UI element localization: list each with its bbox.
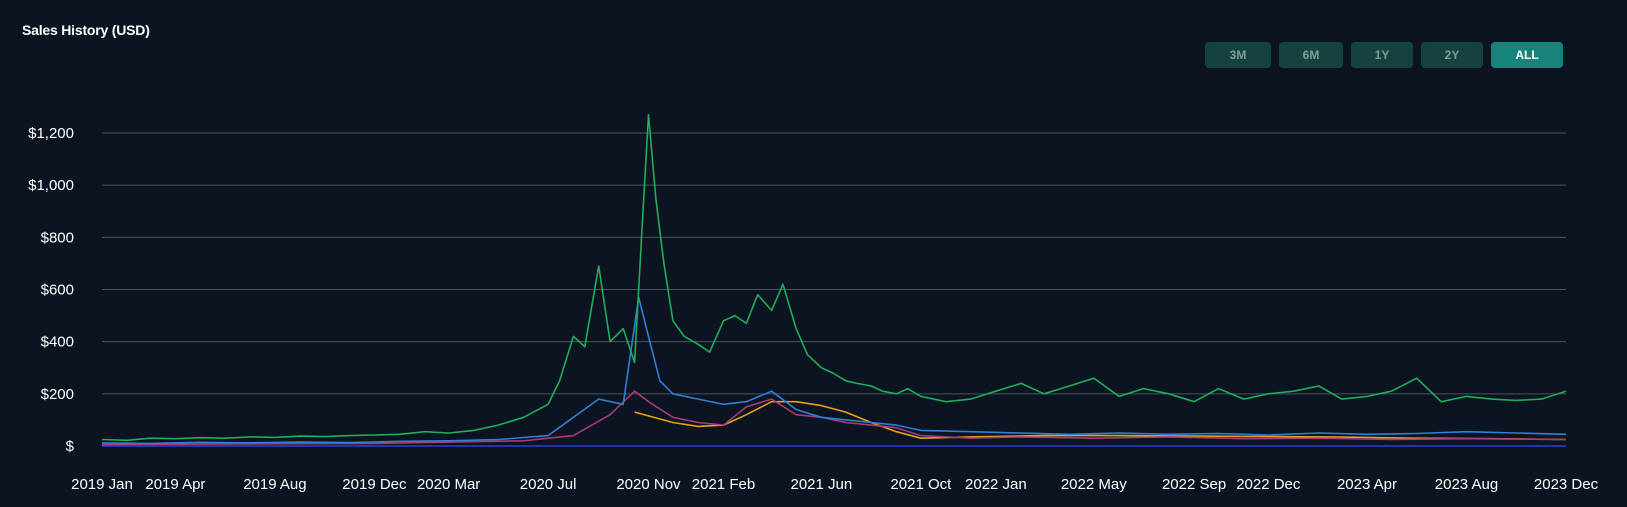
x-tick-label: 2022 Sep — [1162, 476, 1226, 493]
x-tick-label: 2021 Oct — [890, 476, 952, 493]
x-tick-label: 2023 Dec — [1534, 476, 1599, 493]
series-line-purple — [101, 390, 1567, 446]
x-tick-label: 2023 Apr — [1337, 476, 1397, 493]
x-tick-label: 2022 Dec — [1236, 476, 1301, 493]
y-tick-label: $600 — [41, 282, 74, 299]
range-3m-button[interactable]: 3M — [1205, 42, 1271, 68]
x-tick-label: 2019 Aug — [243, 476, 306, 493]
y-tick-label: $1,200 — [28, 125, 74, 142]
y-tick-label: $1,000 — [28, 177, 74, 194]
x-tick-label: 2021 Feb — [692, 476, 755, 493]
x-tick-label: 2022 Jan — [965, 476, 1027, 493]
y-tick-label: $ — [66, 438, 75, 455]
x-tick-label: 2022 May — [1061, 476, 1127, 493]
range-6m-button[interactable]: 6M — [1279, 42, 1343, 68]
series-line-blue — [101, 296, 1567, 445]
x-tick-label: 2023 Aug — [1435, 476, 1498, 493]
range-1y-button[interactable]: 1Y — [1351, 42, 1413, 68]
x-tick-label: 2019 Jan — [71, 476, 133, 493]
y-tick-label: $200 — [41, 386, 74, 403]
x-tick-label: 2019 Apr — [145, 476, 205, 493]
x-tick-label: 2021 Jun — [790, 476, 852, 493]
range-selector: 3M 6M 1Y 2Y ALL — [1205, 42, 1563, 68]
x-tick-label: 2020 Nov — [616, 476, 681, 493]
range-all-button[interactable]: ALL — [1491, 42, 1563, 68]
series-line-green — [101, 113, 1567, 442]
range-2y-button[interactable]: 2Y — [1421, 42, 1483, 68]
x-tick-label: 2020 Jul — [520, 476, 577, 493]
series-line-orange — [634, 400, 1567, 441]
y-tick-label: $400 — [41, 334, 74, 351]
x-tick-label: 2020 Mar — [417, 476, 480, 493]
chart-title: Sales History (USD) — [22, 22, 150, 38]
y-tick-label: $800 — [41, 229, 74, 246]
x-tick-label: 2019 Dec — [342, 476, 407, 493]
